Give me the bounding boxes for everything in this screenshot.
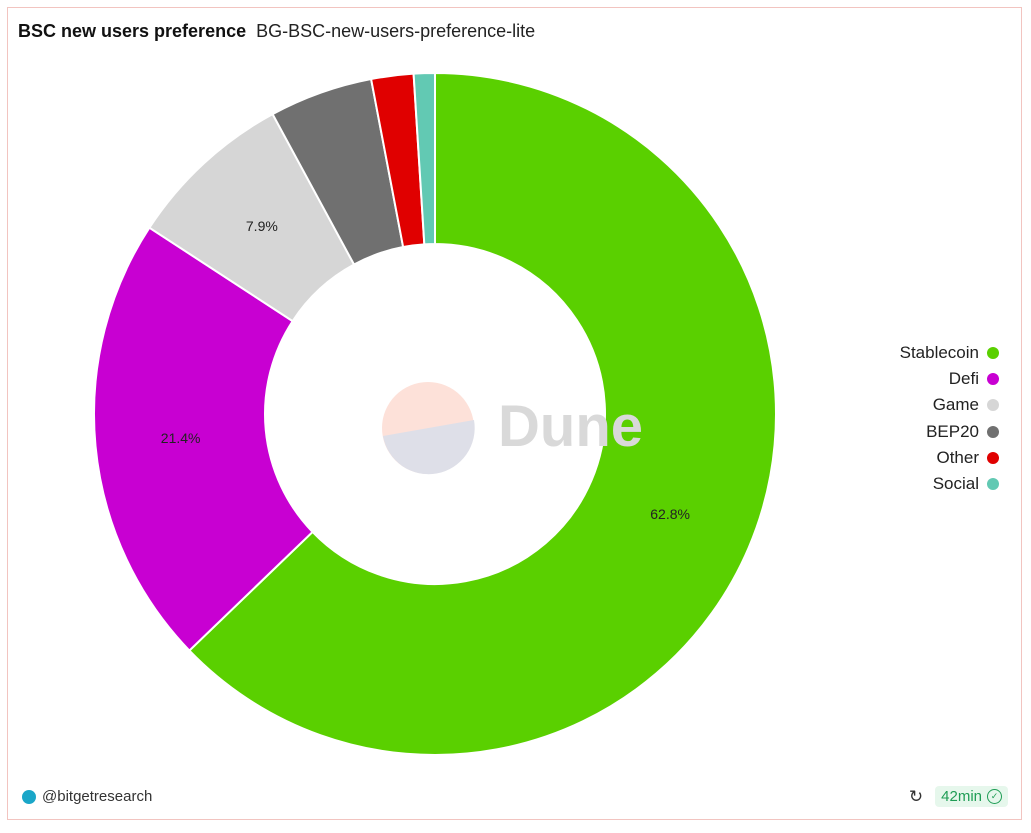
legend-item-social[interactable]: Social <box>900 471 999 497</box>
freshness-text: 42min <box>941 788 982 805</box>
refresh-icon[interactable]: ↻ <box>908 787 924 806</box>
chart-card: BSC new users preference BG-BSC-new-users… <box>7 7 1022 820</box>
footer-status: ↻ 42min ✓ <box>909 786 1008 807</box>
legend-swatch <box>987 399 999 412</box>
legend-item-defi[interactable]: Defi <box>900 366 999 392</box>
legend-item-other[interactable]: Other <box>900 445 999 471</box>
legend-item-stablecoin[interactable]: Stablecoin <box>900 340 999 366</box>
check-circle-icon: ✓ <box>987 789 1002 804</box>
chart-title: BSC new users preference <box>18 21 247 41</box>
legend-item-game[interactable]: Game <box>900 392 999 418</box>
legend-label: Game <box>932 395 979 415</box>
legend-label: BEP20 <box>926 421 979 441</box>
legend-swatch <box>987 451 999 464</box>
dune-watermark: Dune <box>382 382 643 475</box>
legend-item-bep20[interactable]: BEP20 <box>900 419 999 445</box>
legend-swatch <box>987 373 999 386</box>
data-label-game: 7.9% <box>246 218 278 234</box>
legend-swatch <box>987 425 999 438</box>
chart-legend: Stablecoin Defi Game BEP20 Other Social <box>900 340 999 497</box>
watermark-text: Dune <box>498 394 643 459</box>
avatar <box>22 789 36 804</box>
legend-label: Defi <box>948 369 979 389</box>
pie-slice-social[interactable] <box>412 71 436 246</box>
author-badge[interactable]: @bitgetresearch <box>22 788 152 805</box>
donut-chart: Dune 62.8% 21.4% 7.9% <box>93 71 777 756</box>
legend-label: Other <box>936 447 979 467</box>
legend-swatch <box>987 478 999 491</box>
legend-label: Stablecoin <box>899 343 979 363</box>
pie-slice-defi[interactable] <box>93 226 314 652</box>
data-label-stablecoin: 62.8% <box>650 506 690 522</box>
freshness-badge: 42min ✓ <box>935 786 1008 807</box>
legend-swatch <box>987 347 999 360</box>
data-label-defi: 21.4% <box>161 430 201 446</box>
dune-logo-lower-icon <box>383 420 475 475</box>
chart-header: BSC new users preference BG-BSC-new-users… <box>18 21 535 42</box>
author-name: @bitgetresearch <box>42 788 153 805</box>
query-name: BG-BSC-new-users-preference-lite <box>256 21 536 41</box>
pie-slice-stablecoin[interactable] <box>187 71 777 756</box>
legend-label: Social <box>932 474 979 494</box>
